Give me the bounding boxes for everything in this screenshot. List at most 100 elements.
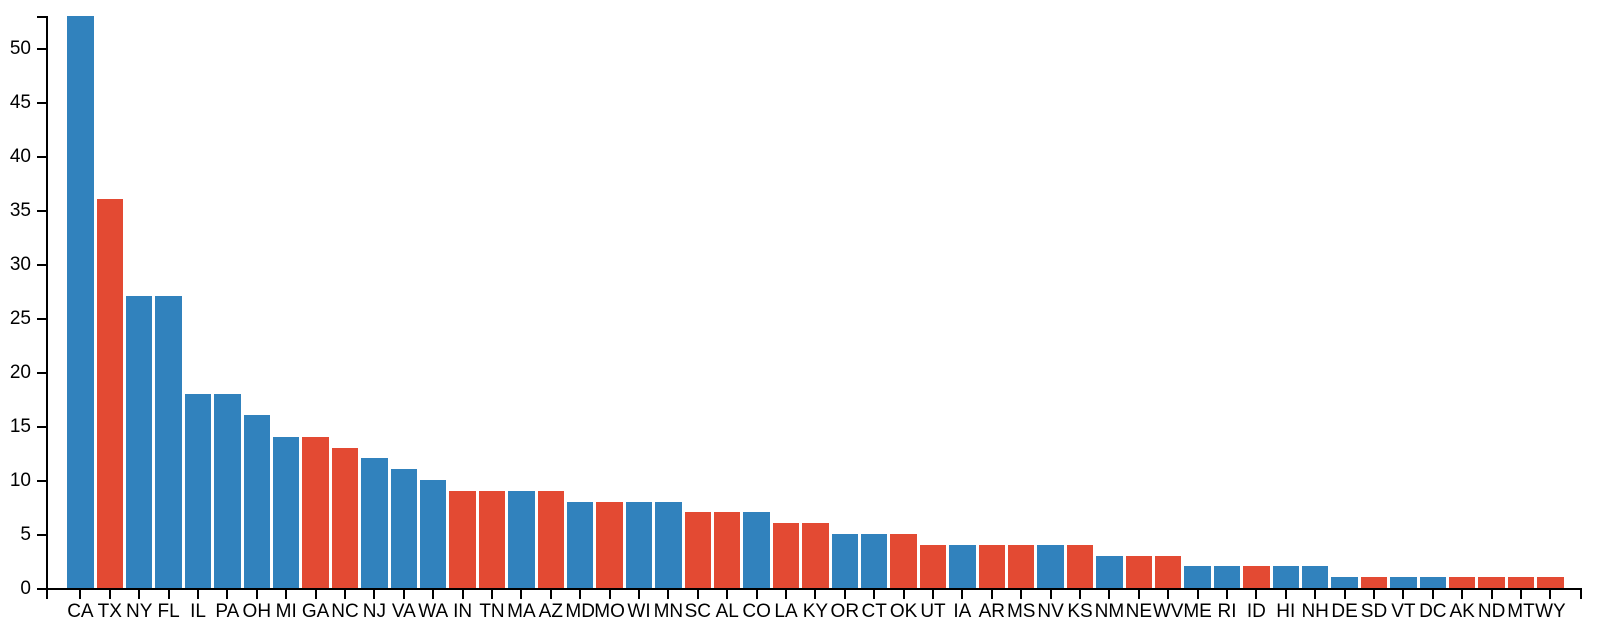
x-tick-OH [255, 588, 258, 599]
x-tick-DC [1431, 588, 1434, 599]
bar-NV [1037, 544, 1064, 588]
y-tick-0 [37, 588, 46, 590]
bar-GA [302, 436, 329, 588]
y-axis-outer-tick-top [37, 15, 46, 18]
x-tick-UT [932, 588, 934, 599]
x-tick-label-OK: OK [889, 601, 918, 622]
x-tick-ME [1196, 588, 1199, 599]
y-tick-15 [37, 426, 46, 428]
bar-RI [1213, 566, 1241, 588]
x-tick-label-NC: NC [331, 601, 359, 622]
x-tick-label-MN: MN [653, 601, 684, 622]
x-tick-MA [520, 588, 523, 599]
bar-NH [1302, 566, 1329, 588]
x-tick-KY [814, 588, 817, 599]
bar-HI [1272, 566, 1299, 588]
x-tick-label-AL: AL [715, 601, 739, 622]
bar-KS [1066, 544, 1094, 588]
y-tick-label-50: 50 [9, 38, 31, 59]
bar-LA [772, 523, 800, 588]
x-tick-AZ [549, 588, 552, 599]
x-tick-label-PA: PA [215, 601, 240, 622]
y-tick-label-40: 40 [9, 146, 31, 167]
y-tick-label-30: 30 [9, 254, 31, 275]
y-tick-20 [37, 372, 46, 374]
x-tick-label-NM: NM [1094, 601, 1125, 622]
x-tick-NV [1049, 588, 1052, 599]
x-tick-MO [608, 588, 611, 599]
bar-MA [508, 490, 535, 588]
x-tick-label-AZ: AZ [538, 601, 563, 622]
x-tick-label-IA: IA [953, 601, 972, 622]
x-tick-label-RI: RI [1217, 601, 1237, 622]
x-tick-GA [314, 588, 317, 599]
x-tick-IL [197, 588, 199, 599]
bar-WV [1155, 555, 1182, 588]
bar-NY [126, 296, 153, 588]
bar-DC [1419, 577, 1446, 588]
x-tick-WV [1167, 588, 1170, 599]
y-tick-label-45: 45 [9, 92, 31, 113]
x-tick-OR [843, 588, 846, 599]
y-tick-50 [37, 48, 46, 50]
y-tick-label-15: 15 [9, 416, 31, 437]
bar-UT [919, 544, 947, 588]
bar-VT [1390, 577, 1417, 588]
bar-TX [96, 199, 123, 588]
bar-FL [155, 296, 182, 588]
bar-WA [420, 480, 447, 588]
x-tick-CO [755, 588, 758, 599]
bar-CT [861, 534, 888, 588]
x-tick-label-NJ: NJ [362, 601, 386, 622]
x-tick-WY [1549, 588, 1552, 599]
x-tick-label-AK: AK [1449, 601, 1475, 622]
x-tick-PA [226, 588, 229, 599]
y-tick-25 [37, 318, 46, 320]
x-tick-label-GA: GA [301, 601, 330, 622]
x-tick-CA [79, 588, 82, 599]
bar-KY [802, 523, 829, 588]
x-tick-label-AR: AR [978, 601, 1005, 622]
x-tick-label-NH: NH [1301, 601, 1329, 622]
bar-AR [978, 544, 1005, 588]
y-tick-label-35: 35 [9, 200, 31, 221]
x-tick-label-MI: MI [275, 601, 297, 622]
x-tick-MS [1020, 588, 1023, 599]
bar-CA [67, 15, 94, 588]
x-tick-IN [461, 588, 464, 599]
bar-SC [684, 512, 711, 588]
bar-WI [625, 501, 653, 588]
x-tick-label-MT: MT [1507, 601, 1535, 622]
bar-MO [596, 501, 623, 588]
y-axis-line [46, 15, 48, 590]
y-tick-10 [37, 480, 46, 482]
x-tick-label-UT: UT [920, 601, 946, 622]
x-tick-label-OR: OR [830, 601, 860, 622]
x-tick-MT [1520, 588, 1522, 599]
x-tick-NJ [373, 588, 376, 599]
x-tick-VA [402, 588, 405, 599]
x-tick-label-LA: LA [774, 601, 798, 622]
x-tick-RI [1226, 588, 1228, 599]
x-tick-label-DE: DE [1331, 601, 1358, 622]
x-axis-line [46, 588, 1582, 590]
y-tick-40 [37, 156, 46, 158]
bar-IL [184, 393, 212, 588]
bar-NC [331, 447, 359, 588]
x-tick-label-TN: TN [479, 601, 505, 622]
x-tick-label-TX: TX [97, 601, 122, 622]
x-tick-SD [1373, 588, 1375, 599]
x-tick-WI [638, 588, 640, 599]
x-tick-label-SD: SD [1360, 601, 1388, 622]
x-tick-label-ND: ND [1477, 601, 1506, 622]
bar-ID [1243, 566, 1270, 588]
bar-DE [1331, 577, 1358, 588]
x-tick-label-IL: IL [190, 601, 206, 622]
x-tick-label-IN: IN [453, 601, 473, 622]
x-tick-label-VT: VT [1391, 601, 1416, 622]
bar-NJ [361, 458, 388, 588]
y-tick-35 [37, 210, 46, 212]
y-tick-label-0: 0 [20, 578, 31, 599]
x-tick-NM [1108, 588, 1111, 599]
